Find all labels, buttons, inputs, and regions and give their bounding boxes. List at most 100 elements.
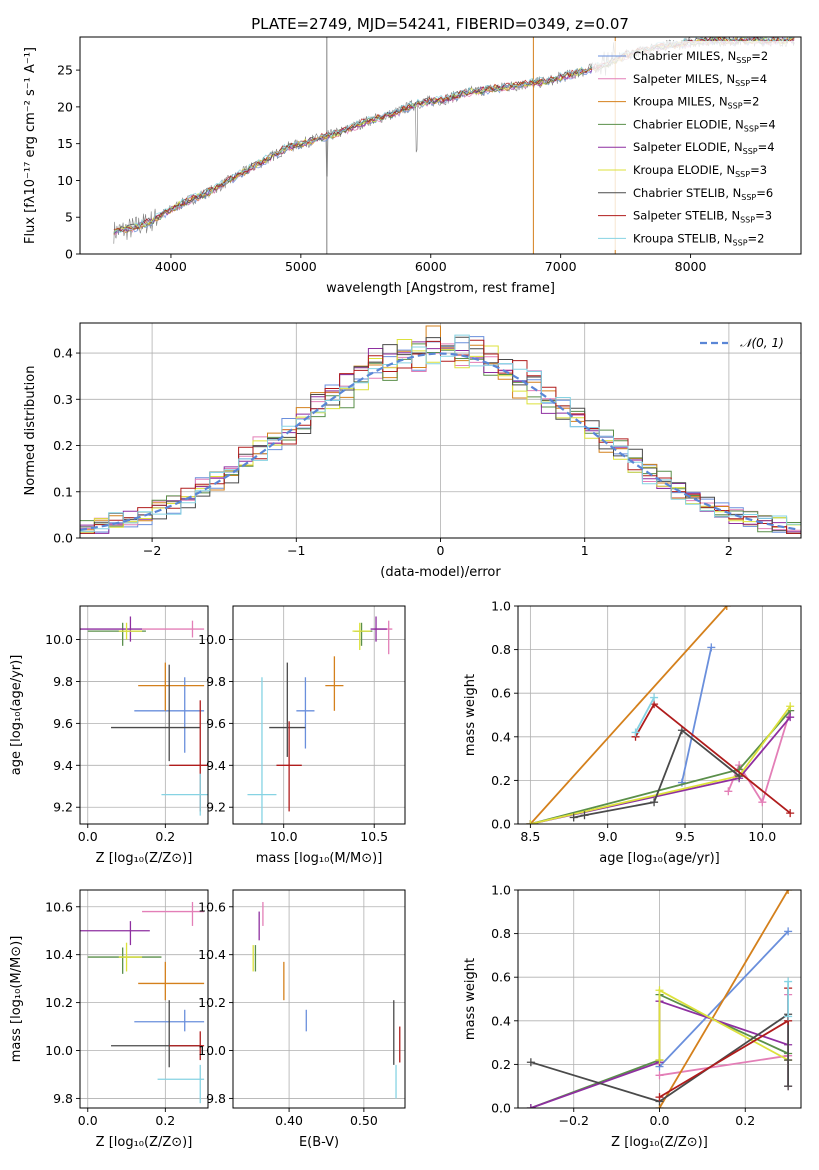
x-tick-label: 6000 (415, 259, 447, 274)
plus-marker (650, 693, 659, 702)
legend-entry: Chabrier ELODIE, NSSP=4 (633, 117, 776, 133)
x-tick-label: −2 (143, 543, 161, 558)
y-tick-label: 9.2 (53, 800, 73, 815)
mass-weight-series (727, 710, 792, 805)
x-tick-label: 2 (725, 543, 733, 558)
x-tick-label: 7000 (545, 259, 577, 274)
y-tick-label: 10.4 (198, 947, 226, 962)
y-tick-label: 0.2 (53, 438, 73, 453)
y-tick-label: 9.8 (53, 1091, 73, 1106)
y-axis-label: mass weight (463, 958, 478, 1040)
data-point (161, 773, 208, 816)
y-tick-label: 0.2 (491, 1057, 511, 1072)
panel-age-vs-mass: 10.0 10.5 9.2 9.4 9.6 9.8 10.0 mass [log₁₀(M/M⊙… (198, 605, 406, 866)
chart-title: PLATE=2749, MJD=54241, FIBERID=0349, z=0… (251, 15, 629, 33)
data-point (80, 616, 143, 642)
data-point (296, 677, 315, 749)
plot-area (526, 606, 795, 824)
plus-marker (722, 606, 731, 610)
y-tick-label: 0.6 (491, 970, 511, 985)
y-tick-label: 10.0 (45, 1043, 73, 1058)
legend-entry: Kroupa STELIB, NSSP=2 (633, 231, 764, 247)
data-point (111, 664, 201, 762)
y-tick-label: 9.6 (53, 716, 73, 731)
x-axis-label: (data-model)/error (380, 565, 501, 580)
x-axis-label: Z [log₁₀(Z/Z⊙)] (96, 1135, 193, 1150)
y-tick-label: 10.2 (45, 995, 73, 1010)
y-tick-label: 9.8 (206, 1091, 226, 1106)
x-tick-label: 0 (437, 543, 445, 558)
plus-marker (580, 811, 589, 820)
y-tick-label: 10.0 (198, 1043, 226, 1058)
x-tick-label: 10.0 (270, 829, 298, 844)
legend-frame (592, 41, 797, 250)
y-axis-label: mass weight (463, 674, 478, 756)
legend-entry: Salpeter STELIB, NSSP=3 (633, 209, 772, 225)
y-axis-label: Normed distribution (23, 366, 38, 496)
y-tick-label: 0 (65, 247, 73, 262)
x-tick-label: 8.5 (520, 829, 540, 844)
y-tick-label: 1.0 (491, 883, 511, 898)
plot-area (526, 890, 793, 1108)
y-tick-label: 25 (57, 63, 73, 78)
y-tick-label: 15 (57, 136, 73, 151)
y-tick-label: 0.8 (491, 642, 511, 657)
x-tick-label: 0.0 (78, 829, 98, 844)
legend-entry: Salpeter ELODIE, NSSP=4 (633, 140, 775, 156)
legend-entry: Kroupa ELODIE, NSSP=3 (633, 163, 767, 179)
axes-frame (79, 889, 209, 1109)
data-point (138, 662, 205, 711)
y-tick-label: 0.0 (491, 1101, 511, 1116)
data-point (269, 662, 306, 757)
legend-entry: 𝒩(0, 1) (740, 336, 784, 350)
data-point (118, 622, 143, 640)
y-tick-label: 20 (57, 99, 73, 114)
y-tick-label: 0.6 (491, 686, 511, 701)
x-tick-label: 10.0 (748, 829, 776, 844)
data-point (169, 1031, 205, 1061)
plus-marker (655, 986, 664, 995)
panels: 4000 5000 6000 7000 80000510152025wavelength… (9, 36, 802, 1150)
plus-marker (526, 820, 535, 824)
y-tick-label: 0.4 (53, 346, 73, 361)
x-tick-label: 4000 (155, 259, 187, 274)
axes-frame (232, 605, 406, 825)
panel-mass-vs-z: 0.0 0.2 9.8 10.0 10.2 10.4 10.6 Z [log₁₀(Z/Z⊙)]… (9, 889, 209, 1150)
y-tick-label: 10.4 (45, 947, 73, 962)
axes-frame (517, 605, 802, 825)
x-tick-label: 5000 (285, 259, 317, 274)
normal-reference-curve (80, 352, 799, 531)
plus-marker (631, 728, 640, 737)
x-tick-label: −1 (287, 543, 305, 558)
panel-age-vs-z: 0.0 0.2 9.2 9.4 9.6 9.8 10.0 Z [log₁₀(Z/Z⊙)] age… (9, 605, 209, 866)
y-tick-label: 0.2 (491, 773, 511, 788)
y-tick-label: 0.0 (53, 531, 73, 546)
residual-histogram (80, 334, 801, 532)
y-tick-label: 10.0 (198, 632, 226, 647)
y-tick-label: 0.8 (491, 926, 511, 941)
plus-marker (784, 927, 793, 936)
x-axis-label: Z [log₁₀(Z/Z⊙)] (611, 1135, 708, 1150)
x-tick-label: 0.2 (155, 1113, 175, 1128)
data-point (138, 961, 205, 1001)
plus-marker (784, 1012, 793, 1021)
y-axis-label: age [log₁₀(age/yr)] (9, 655, 24, 776)
x-axis-label: Z [log₁₀(Z/Z⊙)] (96, 851, 193, 866)
plus-marker (784, 890, 793, 894)
plus-marker (526, 1058, 535, 1067)
legend-entry: Chabrier STELIB, NSSP=6 (633, 186, 773, 202)
x-tick-label: 0.2 (735, 1113, 755, 1128)
y-tick-label: 0.4 (491, 729, 511, 744)
x-tick-label: 0.0 (78, 1113, 98, 1128)
axes-frame (79, 605, 209, 825)
y-axis-label: mass [log₁₀(M/M⊙)] (9, 936, 24, 1063)
y-tick-label: 0.3 (53, 392, 73, 407)
plot-area (252, 901, 401, 1099)
x-tick-label: 8000 (675, 259, 707, 274)
y-tick-label: 10.0 (45, 632, 73, 647)
panel-residuals: −2 −1 0 1 2 0.0 0.1 0.2 0.3 0.4 (data-model)/error… (23, 322, 802, 580)
panel-mass-weight-vs-age: 8.5 9.0 9.5 10.0 0.0 0.2 0.4 0.6 0.8 1.0 age [log₁… (463, 599, 802, 866)
y-tick-label: 9.8 (206, 674, 226, 689)
legend: 𝒩(0, 1) (700, 336, 784, 350)
plus-marker (724, 787, 733, 796)
